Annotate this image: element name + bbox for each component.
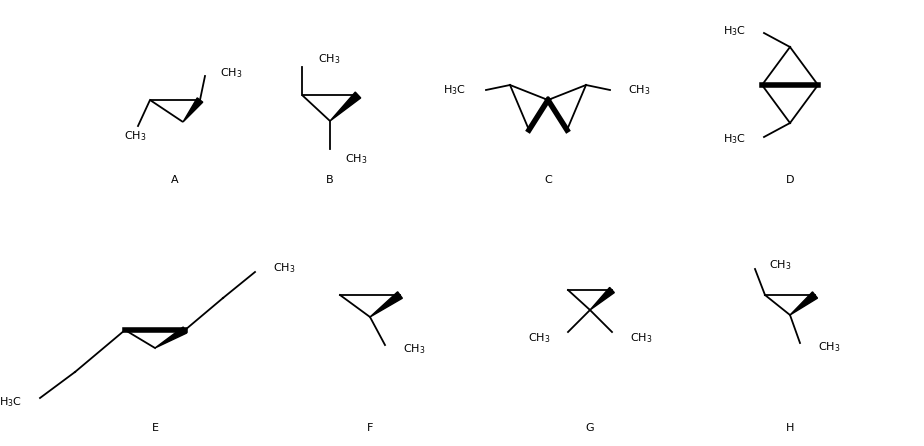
Text: F: F (367, 423, 373, 433)
Text: CH$_3$: CH$_3$ (630, 331, 652, 345)
Polygon shape (155, 327, 187, 348)
Polygon shape (790, 292, 818, 315)
Text: H$_3$C: H$_3$C (723, 24, 746, 38)
Text: CH$_3$: CH$_3$ (403, 342, 425, 356)
Text: H$_3$C: H$_3$C (444, 83, 466, 97)
Text: CH$_3$: CH$_3$ (220, 66, 242, 80)
Polygon shape (370, 292, 402, 317)
Text: CH$_3$: CH$_3$ (769, 258, 792, 272)
Polygon shape (330, 92, 360, 121)
Text: H$_3$C: H$_3$C (723, 132, 746, 146)
Text: CH$_3$: CH$_3$ (318, 52, 340, 66)
Text: D: D (785, 175, 795, 185)
Text: H: H (785, 423, 795, 433)
Text: E: E (152, 423, 159, 433)
Text: B: B (326, 175, 334, 185)
Text: CH$_3$: CH$_3$ (273, 261, 296, 275)
Polygon shape (590, 287, 614, 310)
Text: H$_3$C: H$_3$C (0, 395, 22, 409)
Text: A: A (171, 175, 179, 185)
Text: CH$_3$: CH$_3$ (528, 331, 550, 345)
Polygon shape (183, 98, 202, 122)
Text: C: C (544, 175, 552, 185)
Text: CH$_3$: CH$_3$ (628, 83, 650, 97)
Text: CH$_3$: CH$_3$ (345, 152, 368, 166)
Text: CH$_3$: CH$_3$ (818, 340, 841, 354)
Text: CH$_3$: CH$_3$ (124, 129, 146, 143)
Text: G: G (586, 423, 594, 433)
